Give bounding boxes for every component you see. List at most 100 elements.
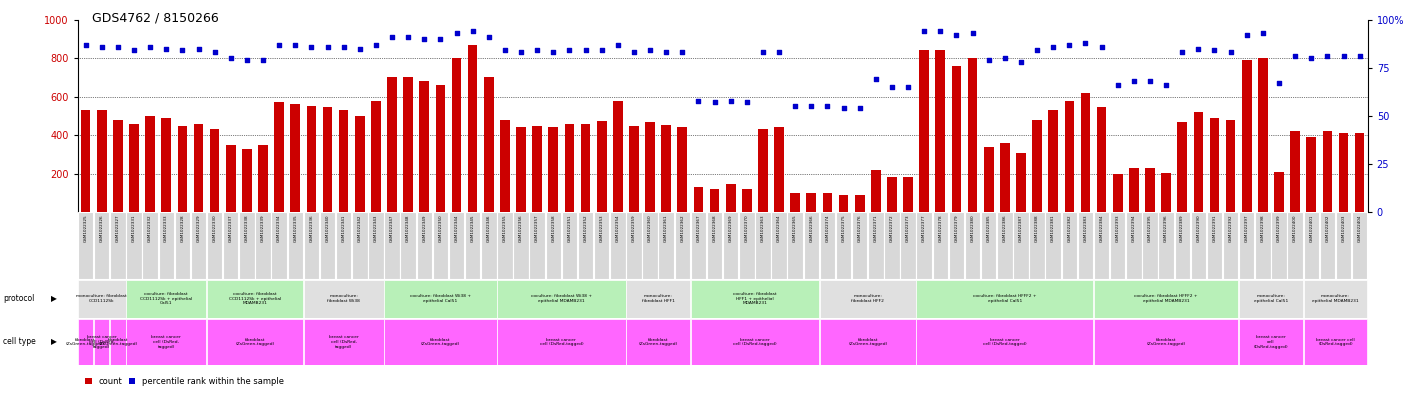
Text: GSM1022358: GSM1022358 xyxy=(551,214,556,242)
Text: GSM1022375: GSM1022375 xyxy=(842,214,846,242)
Bar xyxy=(371,101,381,212)
Point xyxy=(849,105,871,111)
Text: GSM1022402: GSM1022402 xyxy=(1325,214,1330,242)
Bar xyxy=(626,319,689,365)
Bar xyxy=(1112,174,1122,212)
Point xyxy=(1170,49,1193,55)
Bar xyxy=(1255,212,1270,279)
Bar xyxy=(1225,120,1235,212)
Text: GSM1022396: GSM1022396 xyxy=(1165,214,1167,242)
Point xyxy=(864,76,887,83)
Bar xyxy=(804,212,819,279)
Point xyxy=(1203,47,1225,53)
Text: GSM1022377: GSM1022377 xyxy=(922,214,926,242)
Text: GSM1022394: GSM1022394 xyxy=(1132,214,1136,242)
Text: GSM1022340: GSM1022340 xyxy=(326,214,330,242)
Text: GSM1022347: GSM1022347 xyxy=(391,214,393,242)
Bar xyxy=(564,124,574,212)
Bar xyxy=(1162,173,1170,212)
Point xyxy=(283,42,306,48)
Bar xyxy=(901,212,916,279)
Bar xyxy=(1127,212,1142,279)
Point xyxy=(1235,32,1258,38)
Text: breast cancer
cell (DsRed-tagged): breast cancer cell (DsRed-tagged) xyxy=(733,338,777,346)
Text: GSM1022333: GSM1022333 xyxy=(164,214,168,242)
Text: coculture: fibroblast Wi38 +
epithelial MDAMB231: coculture: fibroblast Wi38 + epithelial … xyxy=(530,294,592,303)
Text: fibroblast
(ZsGreen-tagged): fibroblast (ZsGreen-tagged) xyxy=(420,338,460,346)
Bar xyxy=(1094,280,1238,318)
Bar xyxy=(303,280,384,318)
Text: GSM1022343: GSM1022343 xyxy=(374,214,378,242)
Bar xyxy=(416,212,431,279)
Text: GSM1022334: GSM1022334 xyxy=(278,214,281,242)
Bar xyxy=(742,189,752,212)
Bar xyxy=(303,319,384,365)
Bar xyxy=(791,193,799,212)
Point xyxy=(510,49,533,55)
Point xyxy=(558,47,581,53)
Bar xyxy=(368,212,384,279)
Text: GSM1022362: GSM1022362 xyxy=(680,214,684,242)
Bar xyxy=(127,212,142,279)
Point xyxy=(1220,49,1242,55)
Bar xyxy=(465,212,481,279)
Text: GSM1022339: GSM1022339 xyxy=(261,214,265,242)
Text: GSM1022404: GSM1022404 xyxy=(1358,214,1362,242)
Text: GSM1022344: GSM1022344 xyxy=(454,214,458,242)
Bar xyxy=(822,193,832,212)
Point xyxy=(719,97,742,104)
Bar xyxy=(674,212,689,279)
Text: ▶: ▶ xyxy=(51,294,56,303)
Legend: count, percentile rank within the sample: count, percentile rank within the sample xyxy=(82,373,288,389)
Text: monoculture:
epithelial Cal51: monoculture: epithelial Cal51 xyxy=(1253,294,1289,303)
Bar xyxy=(1207,212,1222,279)
Bar xyxy=(1097,107,1107,212)
Point xyxy=(541,49,564,55)
Text: coculture: fibroblast Wi38 +
epithelial Cal51: coculture: fibroblast Wi38 + epithelial … xyxy=(410,294,471,303)
Point xyxy=(333,44,355,50)
Text: GSM1022398: GSM1022398 xyxy=(1261,214,1265,242)
Bar xyxy=(175,212,190,279)
Text: GSM1022389: GSM1022389 xyxy=(1180,214,1184,242)
Point xyxy=(300,44,323,50)
Bar xyxy=(501,120,510,212)
Text: GSM1022345: GSM1022345 xyxy=(471,214,475,242)
Text: GSM1022335: GSM1022335 xyxy=(293,214,298,242)
Text: GSM1022355: GSM1022355 xyxy=(503,214,508,242)
Bar xyxy=(916,212,932,279)
Bar xyxy=(578,212,594,279)
Text: coculture: fibroblast
CCD1112Sk + epithelial
Cal51: coculture: fibroblast CCD1112Sk + epithe… xyxy=(140,292,192,305)
Point xyxy=(1348,53,1371,59)
Bar xyxy=(919,50,929,212)
Bar xyxy=(839,195,849,212)
Point xyxy=(1252,30,1275,36)
Text: coculture: fibroblast
HFF1 + epithelial
MDAMB231: coculture: fibroblast HFF1 + epithelial … xyxy=(733,292,777,305)
Bar xyxy=(1287,212,1303,279)
Point xyxy=(654,49,677,55)
Bar xyxy=(1094,212,1110,279)
Text: GSM1022401: GSM1022401 xyxy=(1310,214,1313,242)
Bar xyxy=(706,212,722,279)
Bar xyxy=(1045,212,1060,279)
Point xyxy=(1058,42,1080,48)
Bar xyxy=(1239,212,1255,279)
Point xyxy=(1107,82,1129,88)
Text: breast cancer
cell (DsRed-tagged): breast cancer cell (DsRed-tagged) xyxy=(983,338,1026,346)
Bar xyxy=(468,45,478,212)
Bar xyxy=(967,58,977,212)
Bar xyxy=(981,212,997,279)
Bar xyxy=(288,212,303,279)
Point xyxy=(977,57,1000,63)
Point xyxy=(752,49,774,55)
Text: GSM1022380: GSM1022380 xyxy=(970,214,974,242)
Text: fibroblast
(ZsGreen-tagged): fibroblast (ZsGreen-tagged) xyxy=(639,338,678,346)
Bar xyxy=(932,212,948,279)
Bar xyxy=(1210,118,1220,212)
Point xyxy=(799,103,822,109)
Text: GSM1022328: GSM1022328 xyxy=(180,214,185,242)
Point xyxy=(526,47,548,53)
Bar xyxy=(561,212,577,279)
Text: GSM1022353: GSM1022353 xyxy=(599,214,603,242)
Text: GSM1022360: GSM1022360 xyxy=(649,214,651,242)
Text: GSM1022399: GSM1022399 xyxy=(1277,214,1282,242)
